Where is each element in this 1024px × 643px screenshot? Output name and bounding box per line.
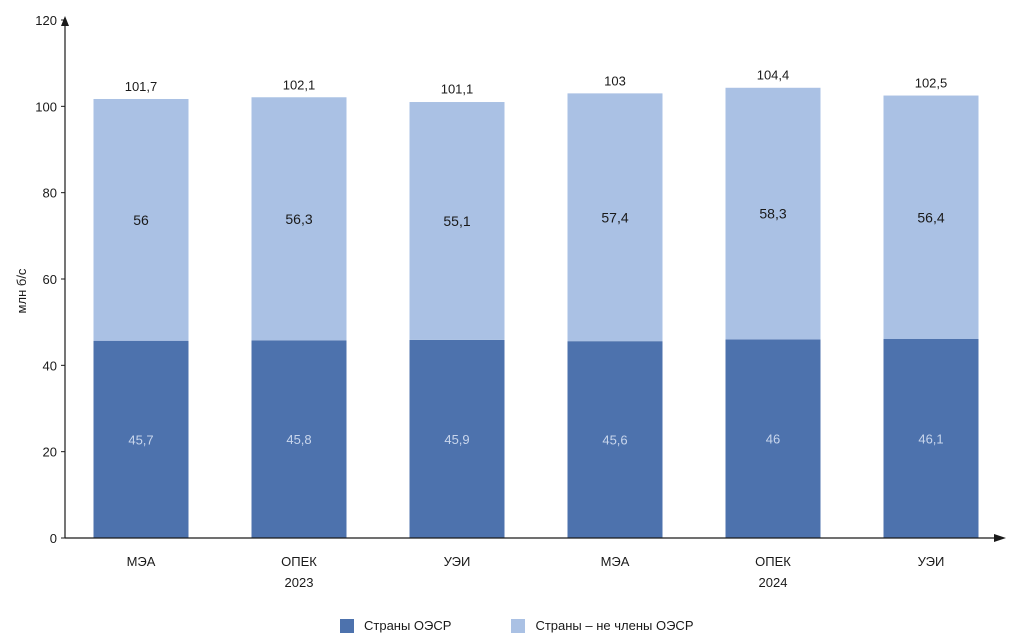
data-label-oecd: 46,1 bbox=[918, 432, 943, 447]
legend-label-non-oecd: Страны – не члены ОЭСР bbox=[535, 618, 694, 633]
legend-swatch-non-oecd bbox=[511, 618, 526, 633]
total-label: 102,1 bbox=[283, 77, 316, 92]
legend-label-oecd: Страны ОЭСР bbox=[364, 618, 452, 633]
x-group-label: 2024 bbox=[759, 575, 788, 590]
bar-segment-non-oecd bbox=[409, 102, 505, 340]
total-label: 103 bbox=[604, 73, 626, 88]
y-tick-label: 80 bbox=[43, 186, 57, 201]
bar-segment-oecd bbox=[567, 341, 663, 538]
data-label-non-oecd: 58,3 bbox=[759, 206, 786, 222]
data-label-oecd: 46 bbox=[766, 432, 780, 447]
legend: Страны ОЭСР Страны – не члены ОЭСР bbox=[340, 618, 694, 633]
total-label: 101,1 bbox=[441, 82, 474, 97]
data-label-oecd: 45,6 bbox=[602, 433, 627, 448]
bar-segment-non-oecd bbox=[567, 93, 663, 342]
x-tick-label: МЭА bbox=[601, 554, 630, 569]
data-label-non-oecd: 56 bbox=[133, 212, 149, 228]
bar-segment-non-oecd bbox=[883, 95, 979, 340]
data-label-oecd: 45,7 bbox=[128, 432, 153, 447]
y-tick-label: 20 bbox=[43, 445, 57, 460]
legend-item-oecd: Страны ОЭСР bbox=[340, 618, 451, 633]
y-tick-label: 0 bbox=[50, 531, 57, 546]
y-tick-label: 40 bbox=[43, 358, 57, 373]
total-label: 104,4 bbox=[757, 67, 790, 82]
bar-segment-oecd bbox=[725, 339, 821, 538]
x-tick-label: УЭИ bbox=[444, 554, 471, 569]
x-tick-label: ОПЕК bbox=[281, 554, 317, 569]
bar-segment-non-oecd bbox=[93, 98, 189, 341]
data-label-non-oecd: 57,4 bbox=[601, 209, 628, 225]
y-axis-title: млн б/с bbox=[14, 268, 29, 313]
stacked-bar-chart: 45,7 56 101,7 МЭА 45,8 56,3 102,1 ОПЕК 45,9 55,1 1… bbox=[14, 13, 1006, 590]
x-axis-arrow bbox=[994, 534, 1006, 542]
data-label-non-oecd: 56,4 bbox=[917, 209, 944, 225]
y-axis-arrow bbox=[61, 16, 69, 26]
x-tick-label: МЭА bbox=[127, 554, 156, 569]
x-tick-label: УЭИ bbox=[918, 554, 945, 569]
total-label: 102,5 bbox=[915, 76, 948, 91]
bar-segment-oecd bbox=[93, 340, 189, 538]
x-tick-label: ОПЕК bbox=[755, 554, 791, 569]
data-label-oecd: 45,9 bbox=[444, 432, 469, 447]
x-group-label: 2023 bbox=[285, 575, 314, 590]
data-label-oecd: 45,8 bbox=[286, 432, 311, 447]
bar-segment-oecd bbox=[883, 339, 979, 538]
legend-swatch-oecd bbox=[340, 618, 354, 633]
total-label: 101,7 bbox=[125, 79, 158, 94]
y-tick-label: 100 bbox=[35, 99, 57, 114]
data-label-non-oecd: 55,1 bbox=[443, 213, 470, 229]
bar-segment-non-oecd bbox=[251, 97, 347, 341]
y-tick-label: 60 bbox=[43, 272, 57, 287]
legend-item-non-oecd: Страны – не члены ОЭСР bbox=[511, 618, 694, 633]
bar-segment-non-oecd bbox=[725, 87, 821, 340]
data-label-non-oecd: 56,3 bbox=[285, 211, 312, 227]
bar-segment-oecd bbox=[409, 339, 505, 538]
bar-segment-oecd bbox=[251, 340, 347, 538]
y-tick-label: 120 bbox=[35, 13, 57, 28]
